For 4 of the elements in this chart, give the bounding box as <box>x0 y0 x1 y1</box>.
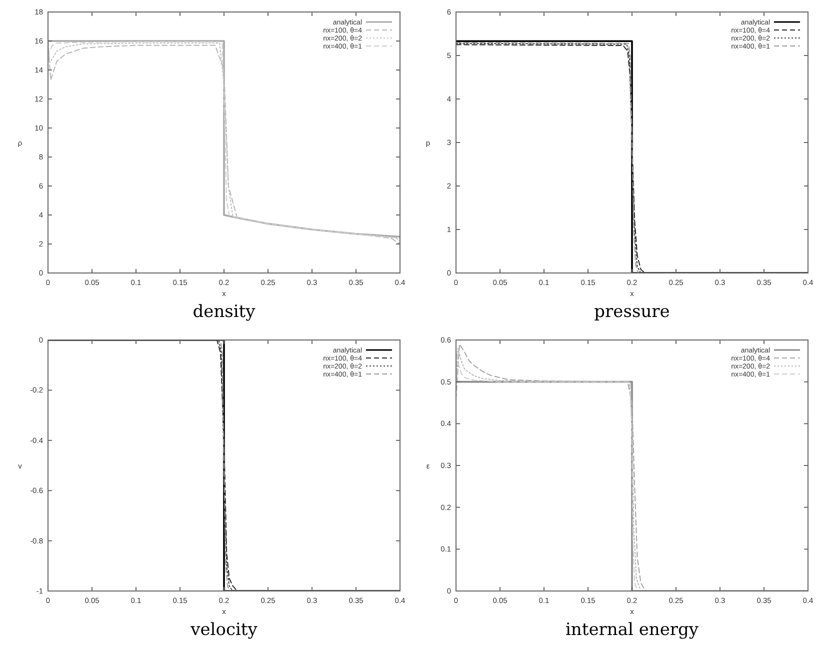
text: density <box>192 302 256 322</box>
text: velocity <box>190 620 258 640</box>
text: pressure <box>594 302 670 322</box>
text: internal energy <box>565 620 699 640</box>
